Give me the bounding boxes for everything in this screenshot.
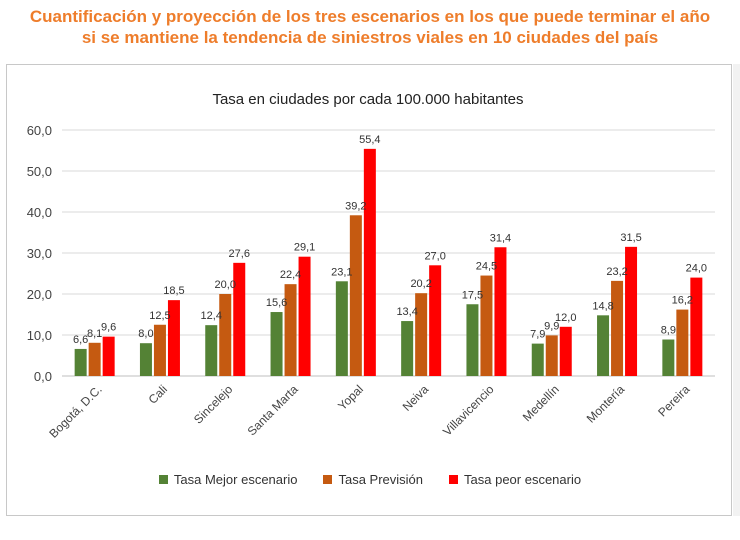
data-label: 31,5 bbox=[620, 232, 641, 244]
data-label: 24,5 bbox=[476, 261, 497, 273]
data-label: 12,0 bbox=[555, 312, 576, 324]
data-label: 13,4 bbox=[396, 306, 417, 318]
x-tick-label: Neiva bbox=[400, 382, 432, 414]
data-label: 16,2 bbox=[672, 295, 693, 307]
bar bbox=[625, 246, 638, 376]
bar bbox=[480, 275, 493, 376]
x-tick-label: Santa Marta bbox=[245, 382, 301, 438]
bar bbox=[466, 304, 479, 376]
data-label: 55,4 bbox=[359, 134, 380, 146]
legend-label: Tasa Previsión bbox=[338, 472, 424, 487]
bar bbox=[153, 324, 166, 376]
data-label: 9,9 bbox=[544, 320, 559, 332]
data-label: 23,2 bbox=[606, 266, 627, 278]
y-tick-label: 30,0 bbox=[27, 246, 52, 261]
data-label: 12,5 bbox=[149, 310, 170, 322]
data-labels: 6,68,19,6 8,0 12,5 18,5 12,4 20,0 27,6 15,6 22,4… bbox=[73, 134, 707, 346]
legend-item: Tasa peor escenario bbox=[449, 472, 581, 487]
bar bbox=[611, 280, 624, 376]
bar bbox=[415, 293, 428, 376]
bar bbox=[401, 321, 414, 376]
data-label: 8,0 bbox=[138, 328, 153, 340]
data-label: 15,6 bbox=[266, 297, 287, 309]
data-label: 23,1 bbox=[331, 266, 352, 278]
bar bbox=[559, 326, 572, 376]
bar bbox=[363, 148, 376, 376]
data-label: 7,9 bbox=[530, 329, 545, 341]
x-tick-label: Bogotá, D.C. bbox=[46, 382, 104, 440]
x-tick-label: Yopal bbox=[335, 382, 366, 413]
y-tick-label: 20,0 bbox=[27, 287, 52, 302]
data-label: 9,6 bbox=[101, 322, 116, 334]
headline: Cuantificación y proyección de los tres … bbox=[0, 6, 740, 48]
bar bbox=[597, 315, 610, 376]
y-tick-label: 50,0 bbox=[27, 164, 52, 179]
x-tick-label: Sincelejo bbox=[191, 382, 236, 427]
bar bbox=[102, 336, 115, 376]
y-axis: 0,0 10,0 20,0 30,0 40,0 50,0 60,0 bbox=[27, 123, 52, 384]
data-label: 27,0 bbox=[424, 250, 445, 262]
y-tick-label: 10,0 bbox=[27, 328, 52, 343]
legend-item: Tasa Previsión bbox=[323, 472, 423, 487]
data-label: 12,4 bbox=[201, 310, 222, 322]
bar bbox=[205, 325, 218, 376]
data-label: 27,6 bbox=[229, 248, 250, 260]
chart-title: Tasa en ciudades por cada 100.000 habita… bbox=[212, 91, 523, 108]
y-tick-label: 40,0 bbox=[27, 205, 52, 220]
data-label: 22,4 bbox=[280, 269, 301, 281]
data-label: 29,1 bbox=[294, 242, 315, 254]
legend-swatch bbox=[158, 475, 168, 484]
bar bbox=[88, 342, 101, 376]
bar bbox=[690, 277, 703, 376]
data-label: 39,2 bbox=[345, 200, 366, 212]
bar bbox=[494, 247, 507, 376]
bar bbox=[284, 284, 297, 376]
bar bbox=[531, 343, 544, 376]
y-tick-label: 0,0 bbox=[34, 369, 52, 384]
right-edge-stripe bbox=[733, 64, 740, 516]
x-tick-label: Pereira bbox=[655, 382, 692, 419]
bar bbox=[349, 215, 362, 376]
bar bbox=[335, 281, 348, 376]
legend-label: Tasa peor escenario bbox=[464, 472, 582, 487]
legend: Tasa Mejor escenario Tasa Previsión Tasa p… bbox=[0, 472, 740, 487]
bar bbox=[74, 348, 87, 376]
legend-swatch bbox=[323, 475, 333, 484]
data-label: 18,5 bbox=[163, 285, 184, 297]
x-tick-label: Villavicencio bbox=[440, 382, 497, 439]
bar bbox=[429, 265, 442, 376]
bar bbox=[233, 262, 246, 376]
data-label: 8,1 bbox=[87, 328, 102, 340]
bar bbox=[298, 256, 311, 376]
bar bbox=[167, 300, 180, 376]
legend-swatch bbox=[449, 475, 459, 484]
data-label: 6,6 bbox=[73, 334, 88, 346]
bars bbox=[74, 148, 703, 376]
x-tick-label: Cali bbox=[146, 382, 171, 407]
headline-line-1: Cuantificación y proyección de los tres … bbox=[29, 7, 711, 26]
x-tick-label: Montería bbox=[584, 382, 628, 426]
x-tick-label: Medellín bbox=[520, 382, 562, 424]
legend-label: Tasa Mejor escenario bbox=[173, 472, 298, 487]
x-axis: Bogotá, D.C. Cali Sincelejo Santa Marta Yopa… bbox=[46, 382, 692, 441]
bar bbox=[662, 339, 675, 376]
bar bbox=[270, 312, 283, 376]
data-label: 17,5 bbox=[462, 289, 483, 301]
data-label: 31,4 bbox=[490, 232, 511, 244]
data-label: 24,0 bbox=[686, 263, 707, 275]
bar bbox=[676, 309, 689, 376]
bar bbox=[139, 343, 152, 376]
y-tick-label: 60,0 bbox=[27, 123, 52, 138]
data-label: 8,9 bbox=[661, 325, 676, 337]
legend-item: Tasa Mejor escenario bbox=[158, 472, 298, 487]
bar bbox=[545, 335, 558, 376]
headline-line-2: si se mantiene la tendencia de siniestro… bbox=[81, 28, 659, 47]
data-label: 20,2 bbox=[410, 278, 431, 290]
bar bbox=[219, 294, 232, 376]
data-label: 14,8 bbox=[592, 300, 613, 312]
data-label: 20,0 bbox=[215, 279, 236, 291]
